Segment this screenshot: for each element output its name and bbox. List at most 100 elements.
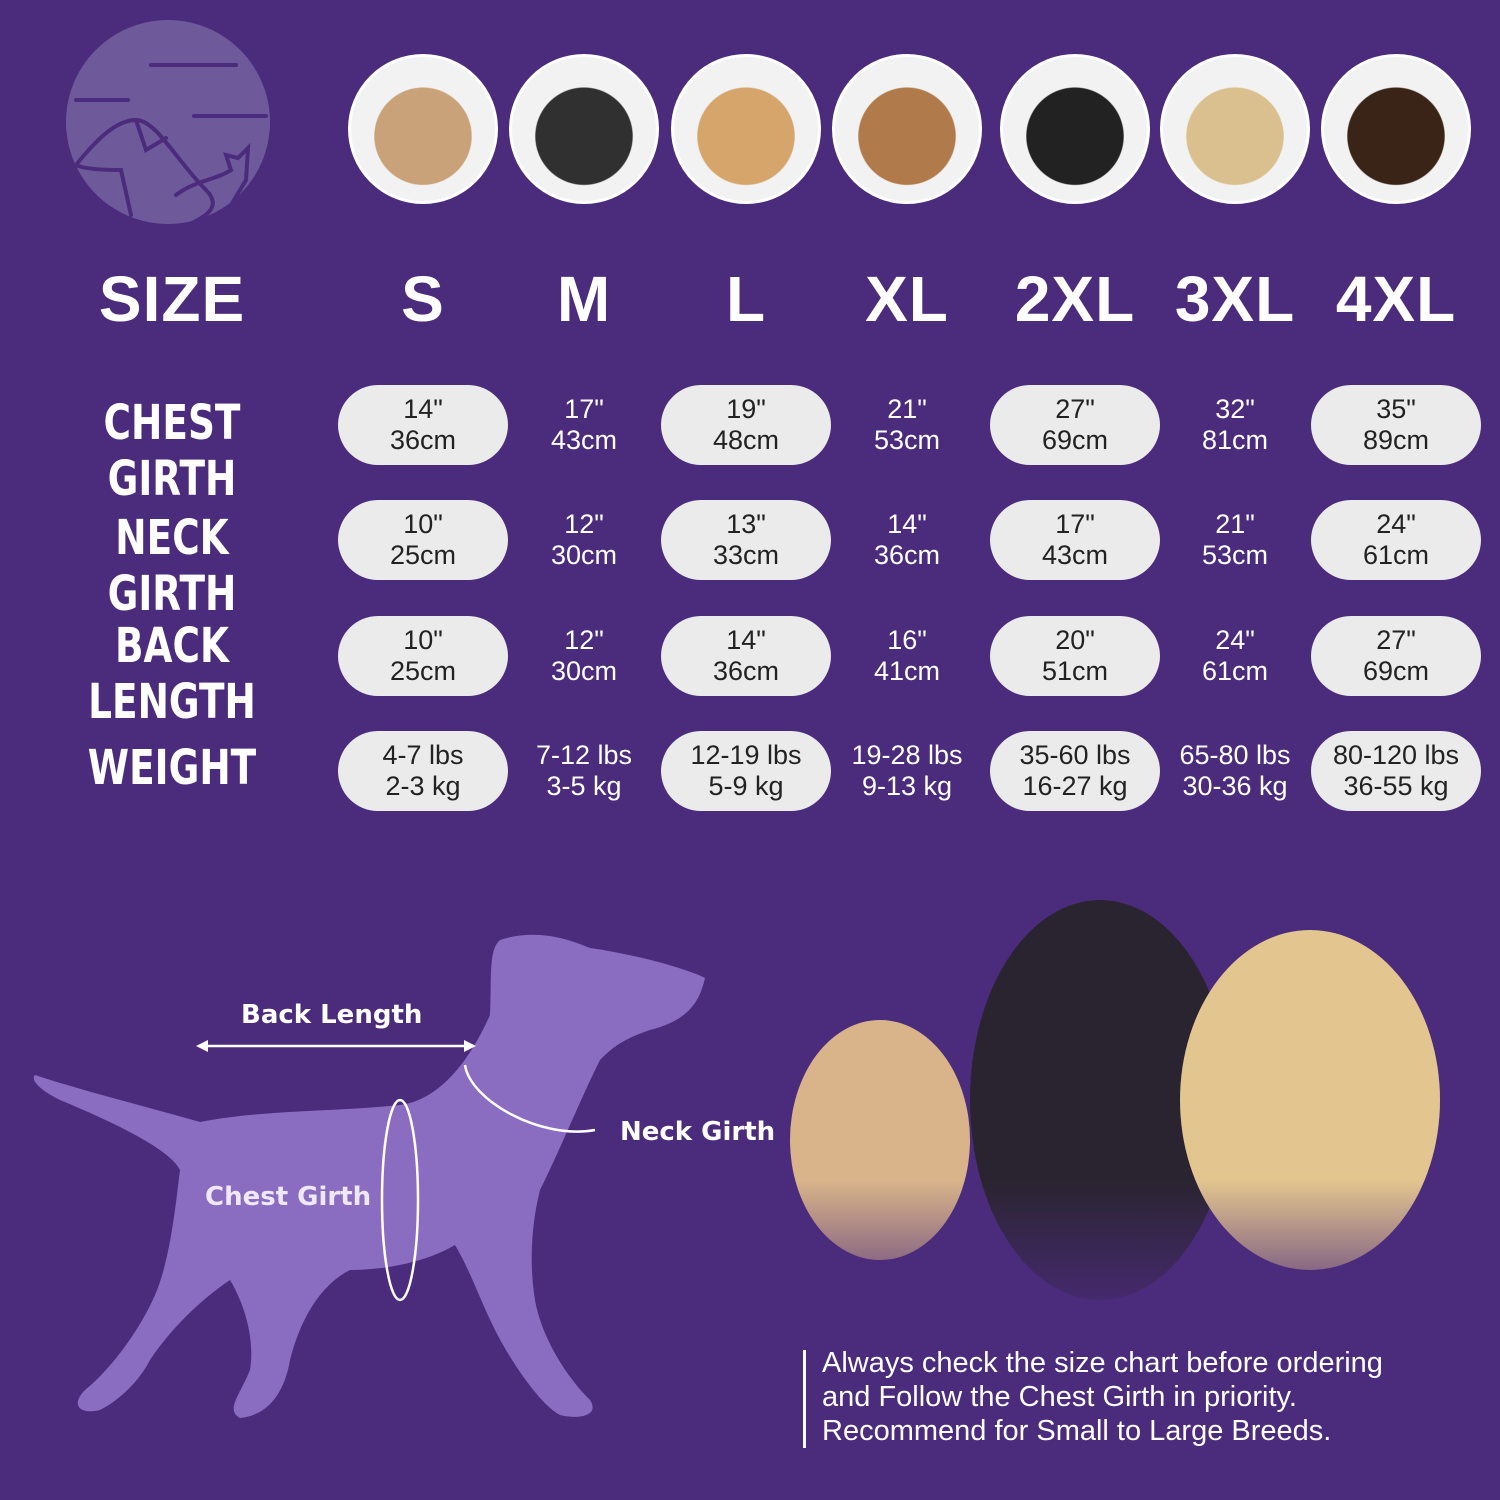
table-cell: 4-7 lbs 2-3 kg — [338, 731, 508, 811]
size-3xl: 3XL — [1174, 263, 1296, 335]
note-line: Always check the size chart before order… — [822, 1347, 1383, 1379]
breed-photo-shih-tzu — [348, 54, 498, 204]
row-label: WEIGHT — [87, 740, 257, 796]
row-label: CHEST GIRTH — [103, 395, 241, 507]
cell-value: 89cm — [1362, 425, 1430, 455]
cell-value: 19" — [726, 394, 766, 424]
table-cell: 35" 89cm — [1311, 385, 1481, 465]
cell-value: 36cm — [712, 656, 780, 686]
cell-value: 80-120 lbs — [1332, 740, 1460, 770]
cell-value: 12" — [564, 509, 604, 539]
cell-value: 24" — [1376, 509, 1416, 539]
cell-value: 17" — [564, 394, 604, 424]
cell-value: 19-28 lbs — [851, 740, 963, 770]
cell-value: 12-19 lbs — [690, 740, 802, 770]
cell-value: 27" — [1376, 625, 1416, 655]
dog-cat-logo-icon — [66, 20, 270, 224]
size-header: SIZE — [98, 263, 246, 335]
breed-photo-labrador — [1160, 54, 1310, 204]
table-cell: 12" 30cm — [499, 616, 669, 696]
table-cell: 24" 61cm — [1311, 500, 1481, 580]
table-cell: 13" 33cm — [661, 500, 831, 580]
table-cell: 24" 61cm — [1150, 616, 1320, 696]
cell-value: 25cm — [389, 540, 457, 570]
table-cell: 16" 41cm — [822, 616, 992, 696]
table-cell: 17" 43cm — [499, 385, 669, 465]
cell-value: 53cm — [1201, 540, 1269, 570]
breed-photo-cocker-spaniel — [671, 54, 821, 204]
cell-value: 30cm — [550, 656, 618, 686]
dog-silhouette-diagram — [33, 934, 705, 1418]
size-2xl: 2XL — [1014, 263, 1136, 335]
table-cell: 7-12 lbs 3-5 kg — [499, 731, 669, 811]
table-cell: 17" 43cm — [990, 500, 1160, 580]
row-label: NECK GIRTH — [107, 510, 237, 622]
cell-value: 9-13 kg — [861, 771, 953, 801]
cell-value: 41cm — [873, 656, 941, 686]
dogs-group-photo — [770, 880, 1460, 1330]
cell-value: 10" — [403, 509, 443, 539]
size-s: S — [401, 263, 445, 335]
table-cell: 32" 81cm — [1150, 385, 1320, 465]
table-cell: 19" 48cm — [661, 385, 831, 465]
size-4xl: 4XL — [1335, 263, 1457, 335]
cell-value: 4-7 lbs — [382, 740, 464, 770]
cell-value: 25cm — [389, 656, 457, 686]
note-divider — [803, 1350, 806, 1448]
neck-girth-label: Neck Girth — [620, 1117, 776, 1147]
cell-value: 16" — [887, 625, 927, 655]
cell-value: 3-5 kg — [546, 771, 622, 801]
cell-value: 36cm — [873, 540, 941, 570]
back-length-label: Back Length — [241, 1000, 423, 1030]
table-cell: 14" 36cm — [661, 616, 831, 696]
cell-value: 2-3 kg — [385, 771, 461, 801]
row-label: BACK LENGTH — [88, 618, 256, 730]
size-l: L — [725, 263, 767, 335]
breed-photo-border-collie — [1000, 54, 1150, 204]
table-cell: 35-60 lbs 16-27 kg — [990, 731, 1160, 811]
cell-value: 69cm — [1362, 656, 1430, 686]
cell-value: 16-27 kg — [1022, 771, 1128, 801]
cell-value: 24" — [1215, 625, 1255, 655]
cell-value: 21" — [887, 394, 927, 424]
cell-value: 7-12 lbs — [535, 740, 633, 770]
cell-value: 12" — [564, 625, 604, 655]
table-cell: 19-28 lbs 9-13 kg — [822, 731, 992, 811]
table-cell: 14" 36cm — [338, 385, 508, 465]
table-cell: 14" 36cm — [822, 500, 992, 580]
cell-value: 32" — [1215, 394, 1255, 424]
table-cell: 20" 51cm — [990, 616, 1160, 696]
cell-value: 69cm — [1041, 425, 1109, 455]
cell-value: 33cm — [712, 540, 780, 570]
cell-value: 43cm — [550, 425, 618, 455]
cell-value: 14" — [403, 394, 443, 424]
cell-value: 81cm — [1201, 425, 1269, 455]
table-cell: 80-120 lbs 36-55 kg — [1311, 731, 1481, 811]
cell-value: 13" — [726, 509, 766, 539]
cell-value: 30-36 kg — [1182, 771, 1288, 801]
table-cell: 27" 69cm — [1311, 616, 1481, 696]
cell-value: 17" — [1055, 509, 1095, 539]
breed-photo-doberman — [1321, 54, 1471, 204]
table-cell: 21" 53cm — [1150, 500, 1320, 580]
cell-value: 36cm — [389, 425, 457, 455]
breed-photo-beagle — [832, 54, 982, 204]
cell-value: 10" — [403, 625, 443, 655]
cell-value: 36-55 kg — [1343, 771, 1449, 801]
cell-value: 14" — [726, 625, 766, 655]
cell-value: 48cm — [712, 425, 780, 455]
cell-value: 35" — [1376, 394, 1416, 424]
table-cell: 21" 53cm — [822, 385, 992, 465]
cell-value: 61cm — [1362, 540, 1430, 570]
cell-value: 65-80 lbs — [1179, 740, 1291, 770]
cell-value: 43cm — [1041, 540, 1109, 570]
table-cell: 12-19 lbs 5-9 kg — [661, 731, 831, 811]
chest-girth-label: Chest Girth — [205, 1182, 372, 1212]
size-m: M — [556, 263, 612, 335]
size-xl: XL — [865, 263, 949, 335]
note-text: Always check the size chart before order… — [822, 1346, 1383, 1448]
table-cell: 12" 30cm — [499, 500, 669, 580]
cell-value: 35-60 lbs — [1019, 740, 1131, 770]
cell-value: 20" — [1055, 625, 1095, 655]
cell-value: 14" — [887, 509, 927, 539]
